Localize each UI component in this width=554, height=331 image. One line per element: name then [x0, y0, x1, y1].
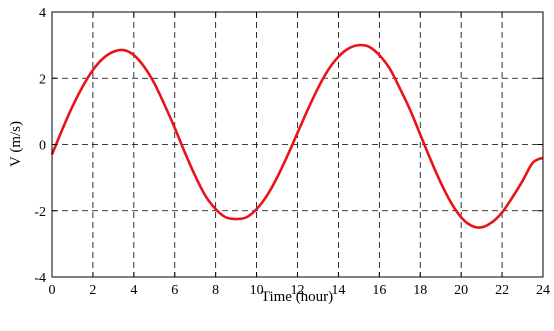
x-tick-label: 6 [171, 283, 178, 298]
x-axis-title: Time (hour) [261, 289, 333, 305]
y-tick-label: -4 [34, 271, 46, 286]
y-tick-label: 2 [39, 72, 46, 87]
x-tick-label: 10 [250, 283, 264, 298]
x-tick-label: 14 [331, 283, 345, 298]
x-tick-label: 0 [49, 283, 56, 298]
series-line-0 [50, 43, 544, 229]
y-tick-label: -2 [34, 205, 46, 220]
x-tick-label: 20 [454, 283, 468, 298]
x-tick-label: 16 [372, 283, 386, 298]
y-axis-title: V (m/s) [8, 121, 24, 167]
x-tick-label: 22 [495, 283, 509, 298]
x-tick-label: 8 [212, 283, 219, 298]
y-tick-labels: -4 -2 0 2 4 [34, 6, 46, 286]
x-tick-label: 18 [413, 283, 427, 298]
x-tick-label: 2 [89, 283, 96, 298]
x-tick-labels: 0 2 4 6 8 10 12 14 16 18 20 22 24 [49, 283, 551, 298]
tick-marks [51, 11, 544, 278]
x-tick-label: 12 [291, 283, 305, 298]
series-layer [50, 43, 544, 229]
x-tick-label: 24 [536, 283, 550, 298]
y-tick-label: 0 [39, 139, 46, 154]
x-tick-label: 4 [130, 283, 137, 298]
y-tick-label: 4 [39, 6, 46, 21]
